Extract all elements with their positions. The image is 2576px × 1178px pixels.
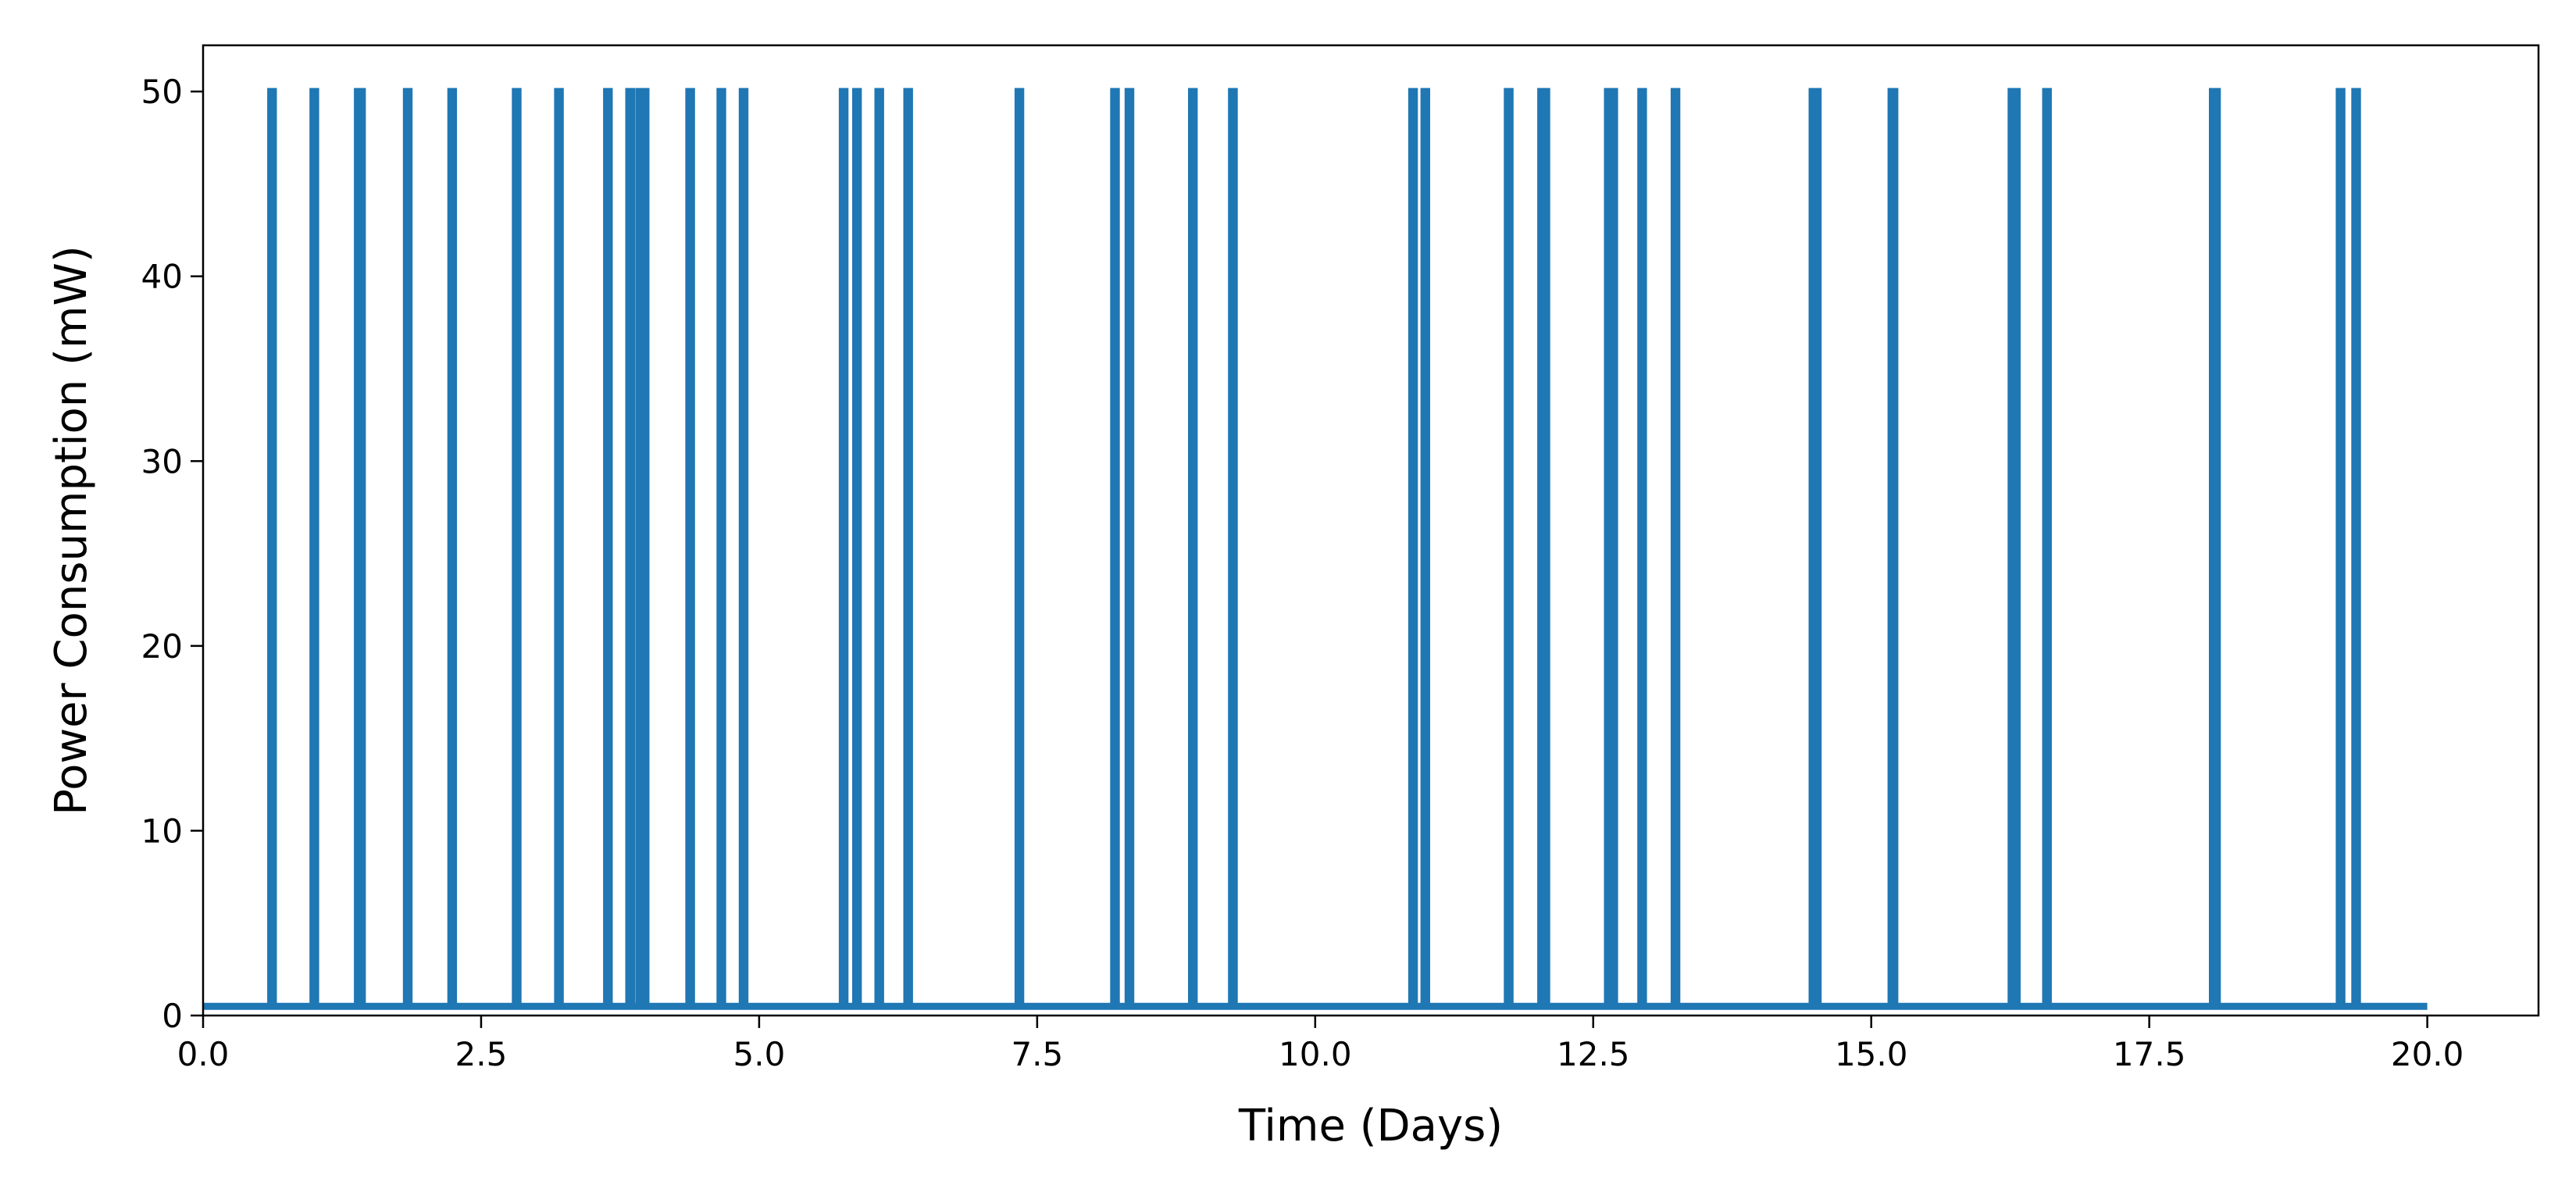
- y-tick-label-3: 30: [141, 442, 183, 480]
- y-tick-label-2: 20: [141, 627, 183, 666]
- y-axis-label: Power Consumption (mW): [46, 245, 97, 815]
- x-tick-label-1: 2.5: [455, 1035, 508, 1073]
- y-tick-label-1: 10: [141, 812, 183, 850]
- x-axis: 0.0 2.5 5.0 7.5 10.0 12.5 15.0 17.5 20.0: [177, 1016, 2464, 1073]
- x-axis-label: Time (Days): [1238, 1101, 1503, 1151]
- plot-frame: [202, 44, 2540, 1017]
- x-tick-label-0: 0.0: [177, 1035, 230, 1073]
- plot-area: [202, 44, 2540, 1017]
- series-line: [203, 87, 2428, 1010]
- x-tick-label-8: 20.0: [2391, 1035, 2464, 1073]
- y-tick-label-0: 0: [162, 997, 183, 1035]
- x-tick-label-6: 15.0: [1835, 1035, 1908, 1073]
- x-tick-label-7: 17.5: [2113, 1035, 2186, 1073]
- y-tick-label-5: 50: [141, 73, 183, 111]
- y-axis: 0 10 20 30 40 50: [141, 73, 203, 1035]
- x-tick-label-4: 10.0: [1279, 1035, 1352, 1073]
- y-tick-label-4: 40: [141, 258, 183, 296]
- x-tick-label-5: 12.5: [1557, 1035, 1630, 1073]
- x-tick-label-2: 5.0: [733, 1035, 786, 1073]
- x-tick-label-3: 7.5: [1011, 1035, 1063, 1073]
